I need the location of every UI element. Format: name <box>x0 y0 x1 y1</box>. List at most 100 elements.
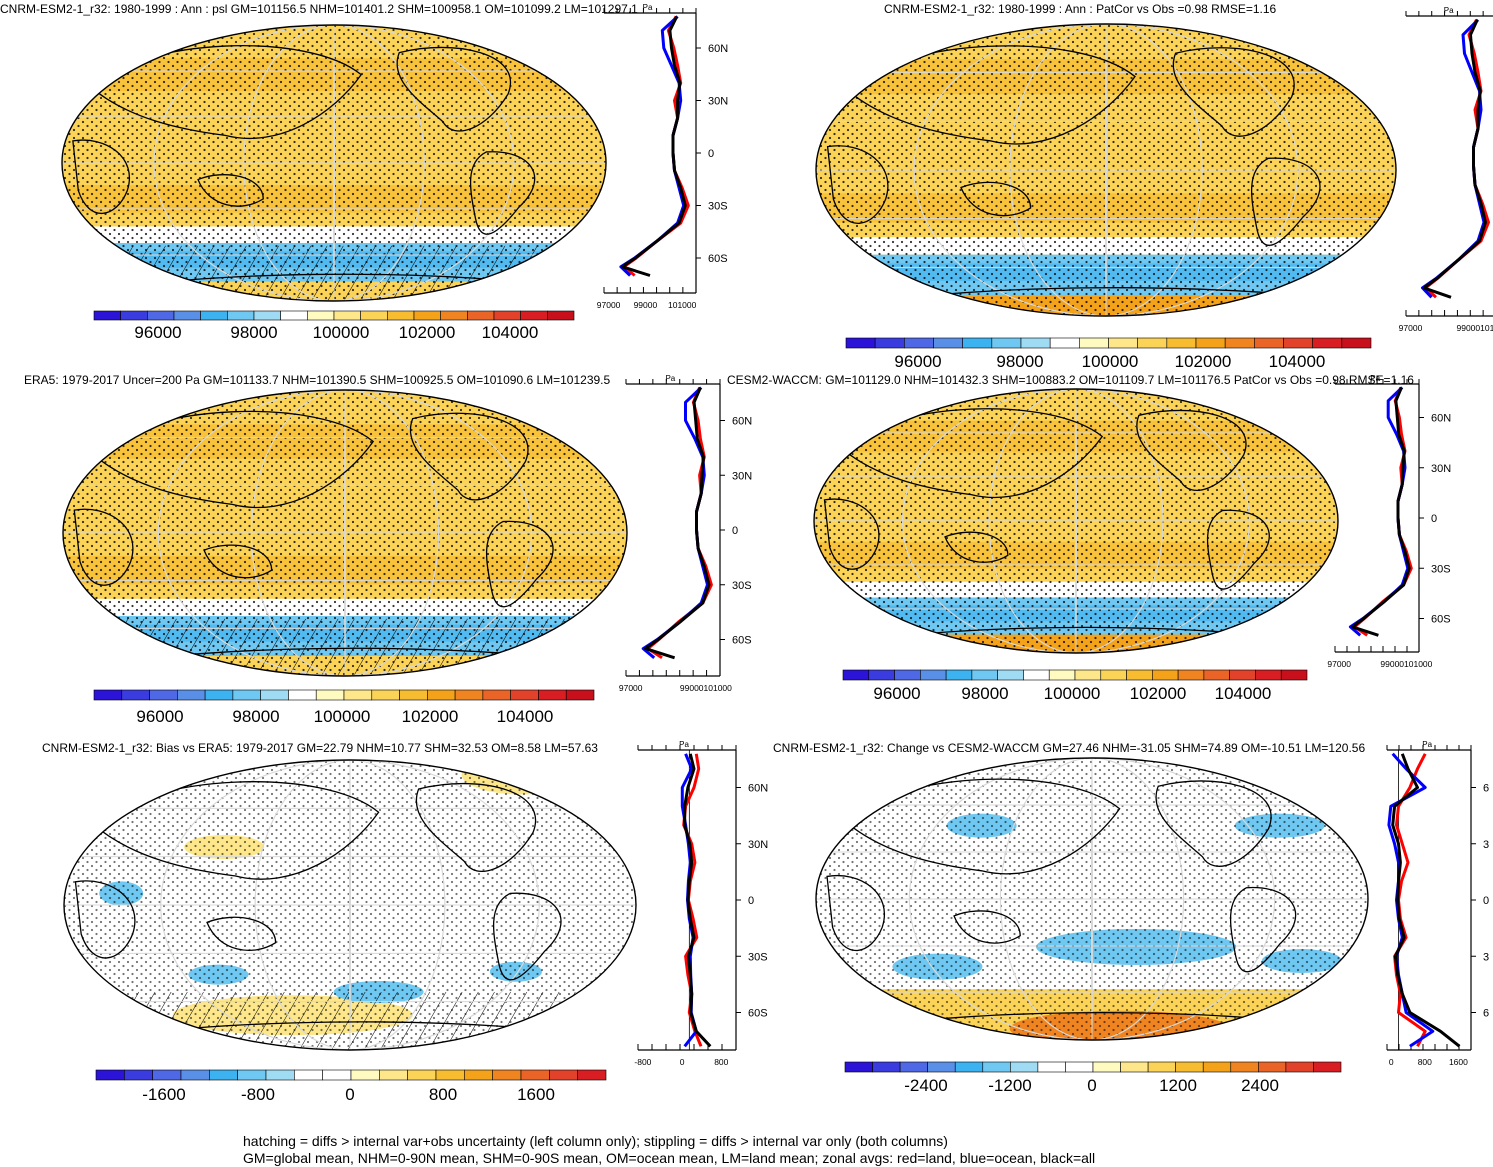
colorbar-swatch <box>1152 669 1179 681</box>
cb5-tick: -800 <box>240 1085 276 1104</box>
cb2-tick: 102000 <box>1174 352 1232 371</box>
graticule-lon <box>250 390 440 676</box>
cb1-tick: 100000 <box>312 323 370 342</box>
colorbar-swatch <box>962 337 993 349</box>
colorbar-swatch <box>1100 669 1127 681</box>
profile-units: Pa <box>1444 6 1454 15</box>
cb5-tick: 1600 <box>517 1085 555 1104</box>
colorbar-swatch <box>204 689 234 701</box>
colorbar-swatch <box>1285 1061 1314 1073</box>
graticule-lon <box>243 25 425 301</box>
colorbar-swatch <box>997 669 1024 681</box>
colorbar-swatch <box>933 337 963 349</box>
continent-south-america <box>1206 509 1270 590</box>
profile-x-label: 1600 <box>1449 1057 1468 1067</box>
colorbar-swatch <box>1230 1061 1259 1073</box>
panel3-colorbar <box>93 689 595 701</box>
panel4-zonal-profile: Pa 60N 30N 0 30S 60S 97000 99000101000 <box>1327 374 1451 669</box>
panel1-map <box>61 24 607 302</box>
graticule-lon <box>988 389 1164 653</box>
profile-x-label: 800 <box>714 1057 728 1067</box>
colorbar-swatch <box>904 337 934 349</box>
continent-australia <box>960 181 1032 217</box>
colorbar-swatch <box>467 310 495 321</box>
panel4-map <box>813 388 1339 654</box>
profile-lat-label: 6 <box>1483 783 1489 795</box>
cb3-tick: 96000 <box>136 707 184 726</box>
colorbar-swatch <box>1341 337 1372 349</box>
colorbar-swatch <box>1048 669 1076 681</box>
colorbar-swatch <box>360 310 388 321</box>
colorbar-swatch <box>565 689 595 701</box>
profile-x-label: 99000101000 <box>680 683 732 693</box>
profile-x-label: 800 <box>1418 1057 1432 1067</box>
panel3-zonal-profile: Pa 60N 30N 0 30S 60S 97000 99000101000 <box>619 374 752 693</box>
cb2-tick: 96000 <box>894 352 942 371</box>
graticule-lon <box>1009 24 1203 316</box>
colorbar-swatch <box>920 669 947 681</box>
profile-series-all <box>1391 753 1461 1048</box>
map-outline <box>63 759 637 1051</box>
colorbar-swatch <box>288 689 317 701</box>
panel5-zonal-profile: Pa 60N 30N 0 30S 60S -800 0 800 <box>634 740 768 1067</box>
colorbar-swatch <box>482 689 511 701</box>
profile-x-label: 0 <box>1389 1057 1394 1067</box>
colorbar-swatch <box>982 1061 1011 1073</box>
profile-lat-label: 6 <box>1483 1008 1489 1020</box>
colorbar-swatch <box>120 310 148 321</box>
continent-australia <box>953 910 1021 944</box>
colorbar-swatch <box>333 310 361 321</box>
panel4-title: CESM2-WACCM: GM=101129.0 NHM=101432.3 SH… <box>727 373 1414 387</box>
colorbar-swatch <box>280 310 308 321</box>
colorbar-swatch <box>842 669 870 681</box>
continent-africa <box>823 498 880 570</box>
profile-lat-label: 3 <box>1483 839 1489 851</box>
colorbar-swatch <box>427 689 456 701</box>
colorbar-swatch <box>1280 669 1308 681</box>
colorbar-swatch <box>464 1069 493 1081</box>
colorbar-swatch <box>954 1061 984 1073</box>
colorbar-swatch <box>124 1069 153 1081</box>
profile-units: Pa <box>665 374 675 383</box>
panel6-zonal-profile: Pa 6 3 0 3 6 0 800 1600 <box>1386 740 1489 1067</box>
footnote: hatching = diffs > internal var+obs unce… <box>243 1133 1095 1167</box>
cb4-tick: 96000 <box>873 684 921 703</box>
cb5-tick: 800 <box>428 1085 458 1104</box>
colorbar-swatch <box>454 689 484 701</box>
colorbar-swatch <box>577 1069 607 1081</box>
colorbar-swatch <box>1254 337 1284 349</box>
profile-series-all <box>1351 386 1411 637</box>
colorbar-swatch <box>991 337 1022 349</box>
colorbar-swatch <box>549 1069 578 1081</box>
continent-australia <box>206 916 277 951</box>
cb6-tick: -1200 <box>988 1076 1032 1095</box>
profile-series-all <box>683 753 712 1048</box>
profile-lat-label: 60N <box>732 416 752 428</box>
colorbar-swatch <box>260 689 289 701</box>
cb1-tick: 96000 <box>134 323 182 342</box>
cb2-tick: 100000 <box>1081 352 1139 371</box>
colorbar-swatch <box>1120 1061 1149 1073</box>
colorbar-swatch <box>1108 337 1138 349</box>
colorbar-swatch <box>1195 337 1226 349</box>
colorbar-swatch <box>95 1069 125 1081</box>
colorbar-swatch <box>844 1061 873 1073</box>
cb2-tick: 104000 <box>1268 352 1326 371</box>
colorbar-swatch <box>1065 1061 1094 1073</box>
colorbar-swatch <box>232 689 261 701</box>
continent-eurasia <box>839 408 1104 499</box>
colorbar-swatch <box>1137 337 1168 349</box>
continent-eurasia <box>90 410 375 509</box>
graticule-lon <box>254 760 446 1050</box>
profile-lat-label: 30N <box>732 470 752 482</box>
continent-north-america <box>1155 780 1272 867</box>
colorbar-swatch <box>547 310 575 321</box>
profile-lat-label: 30N <box>1431 463 1451 475</box>
profile-lat-label: 60S <box>708 253 728 265</box>
colorbar-swatch <box>407 1069 437 1081</box>
cb3-tick: 98000 <box>232 707 280 726</box>
cb6-tick: 0 <box>1087 1076 1097 1095</box>
colorbar-swatch <box>399 689 428 701</box>
cb5-tick: -1600 <box>142 1085 186 1104</box>
continent-north-america <box>1136 409 1247 491</box>
